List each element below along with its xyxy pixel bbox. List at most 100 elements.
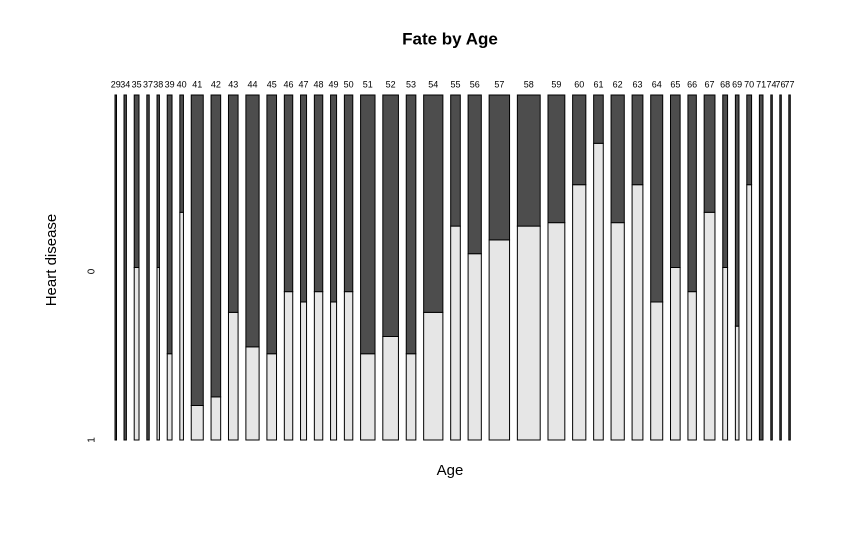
bar-segment: [450, 94, 461, 227]
bar-segment: [210, 396, 222, 441]
bar-segment: [547, 222, 566, 441]
bar-segment: [227, 311, 239, 441]
bar-segment: [572, 184, 587, 441]
bar-segment: [779, 94, 782, 441]
x-tick-label: 54: [428, 79, 438, 89]
x-tick-label: 62: [613, 79, 623, 89]
x-tick-label: 64: [652, 79, 662, 89]
bar-segment: [330, 94, 338, 303]
y-level-label: 0: [87, 268, 98, 274]
bar-segment: [123, 94, 127, 441]
x-tick-label: 61: [593, 79, 603, 89]
x-tick-label: 40: [177, 79, 187, 89]
bar-segment: [330, 301, 338, 441]
x-tick-label: 35: [132, 79, 142, 89]
x-tick-label: 44: [247, 79, 257, 89]
bar-segment: [313, 291, 324, 441]
bar-segment: [405, 353, 417, 441]
bar-segment: [382, 336, 399, 441]
y-axis-label: Heart disease: [43, 214, 60, 307]
bar-segment: [516, 94, 541, 227]
bar-segment: [266, 353, 278, 441]
bar-segment: [593, 142, 604, 441]
x-tick-label: 68: [720, 79, 730, 89]
x-tick-label: 50: [344, 79, 354, 89]
x-tick-label: 51: [363, 79, 373, 89]
bar-segment: [650, 301, 664, 441]
x-tick-label: 57: [494, 79, 504, 89]
bar-segment: [450, 225, 461, 441]
x-tick-label: 66: [687, 79, 697, 89]
x-tick-label: 76: [776, 79, 786, 89]
bar-segment: [687, 94, 697, 293]
x-tick-label: 37: [143, 79, 153, 89]
bar-segment: [382, 94, 399, 337]
x-tick-label: 71: [756, 79, 766, 89]
x-tick-label: 29: [111, 79, 121, 89]
bar-segment: [650, 94, 664, 303]
bar-segment: [670, 267, 681, 441]
bar-segment: [343, 291, 354, 441]
bar-segment: [190, 405, 204, 441]
x-tick-label: 41: [192, 79, 202, 89]
x-tick-label: 34: [120, 79, 130, 89]
bar-segment: [283, 291, 294, 441]
bar-segment: [156, 267, 160, 441]
x-tick-label: 77: [785, 79, 795, 89]
bar-segment: [179, 211, 184, 441]
x-tick-label: 65: [670, 79, 680, 89]
x-tick-label: 63: [632, 79, 642, 89]
bar-segment: [210, 94, 222, 398]
bar-segment: [405, 94, 417, 355]
bar-segment: [114, 94, 117, 441]
bar-segment: [734, 325, 740, 441]
bar-segment: [300, 94, 308, 303]
bar-segment: [467, 94, 482, 255]
bar-segment: [610, 94, 625, 224]
bar-segment: [133, 94, 140, 268]
bar-segment: [313, 94, 324, 293]
bar-segment: [516, 225, 541, 441]
bar-segment: [245, 346, 260, 441]
bar-segment: [227, 94, 239, 313]
x-tick-label: 49: [329, 79, 339, 89]
bar-segment: [467, 253, 482, 441]
x-tick-label: 39: [165, 79, 175, 89]
bar-segment: [360, 94, 376, 355]
x-tick-label: 70: [744, 79, 754, 89]
bar-segment: [488, 239, 511, 441]
bar-segment: [746, 184, 753, 441]
y-level-label: 1: [87, 437, 98, 443]
bar-segment: [703, 211, 716, 441]
bar-segment: [245, 94, 260, 348]
bar-segment: [343, 94, 354, 293]
bar-segment: [488, 94, 511, 241]
x-tick-label: 48: [314, 79, 324, 89]
x-tick-label: 45: [267, 79, 277, 89]
x-tick-label: 60: [574, 79, 584, 89]
x-tick-label: 53: [406, 79, 416, 89]
bar-segment: [788, 94, 791, 441]
x-tick-label: 46: [284, 79, 294, 89]
x-tick-label: 58: [524, 79, 534, 89]
x-tick-label: 74: [767, 79, 777, 89]
x-tick-label: 47: [299, 79, 309, 89]
x-tick-label: 42: [211, 79, 221, 89]
bar-segment: [266, 94, 278, 355]
bar-segment: [722, 94, 729, 268]
bar-segment: [593, 94, 604, 144]
x-tick-label: 55: [450, 79, 460, 89]
bar-segment: [722, 267, 729, 441]
bar-segment: [687, 291, 697, 441]
bar-segment: [156, 94, 160, 268]
x-tick-label: 38: [153, 79, 163, 89]
bar-segment: [572, 94, 587, 186]
bar-segment: [758, 94, 764, 441]
chart-title: Fate by Age: [402, 29, 498, 48]
bar-segment: [283, 94, 294, 293]
bar-segment: [166, 94, 173, 355]
x-tick-label: 52: [386, 79, 396, 89]
bar-segment: [610, 222, 625, 441]
